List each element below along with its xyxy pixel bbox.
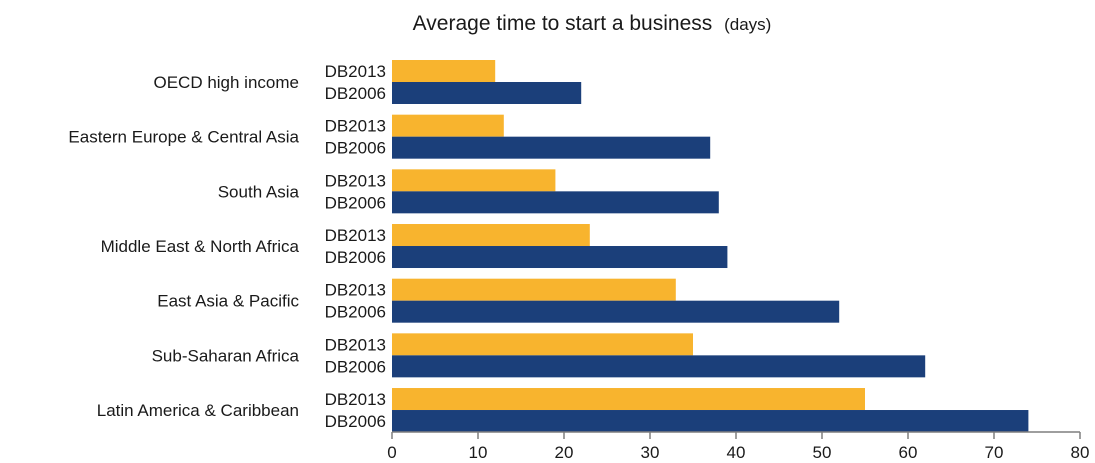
x-tick-label: 20: [555, 443, 574, 462]
bar-db2006-eastern-europe-central-asia: [392, 136, 711, 159]
series-label-db2013: DB2013: [325, 281, 386, 300]
category-label: Middle East & North Africa: [101, 237, 300, 256]
series-label-db2013: DB2013: [325, 171, 386, 190]
series-label-db2013: DB2013: [325, 226, 386, 245]
x-tick-label: 70: [985, 443, 1004, 462]
category-label: OECD high income: [153, 73, 299, 92]
bar-group-sub-saharan-africa: Sub-Saharan Africa DB2013 DB2006: [152, 333, 926, 378]
x-tick-label: 0: [387, 443, 396, 462]
chart-title: Average time to start a business (days): [413, 12, 772, 35]
series-label-db2006: DB2006: [325, 357, 386, 376]
bar-db2013-east-asia-pacific: [392, 278, 676, 301]
bar-db2006-latin-america-caribbean: [392, 410, 1029, 433]
series-label-db2006: DB2006: [325, 303, 386, 322]
bar-db2013-eastern-europe-central-asia: [392, 114, 504, 137]
chart-title-unit: (days): [724, 15, 771, 34]
bar-group-south-asia: South Asia DB2013 DB2006: [218, 169, 719, 214]
bar-db2006-east-asia-pacific: [392, 300, 840, 323]
series-label-db2013: DB2013: [325, 335, 386, 354]
bar-db2013-sub-saharan-africa: [392, 333, 693, 356]
bar-db2006-sub-saharan-africa: [392, 355, 926, 378]
series-label-db2006: DB2006: [325, 139, 386, 158]
bar-db2013-middle-east-north-africa: [392, 224, 590, 247]
x-tick-label: 30: [641, 443, 660, 462]
bar-db2006-middle-east-north-africa: [392, 246, 728, 269]
category-label: East Asia & Pacific: [157, 292, 299, 311]
series-label-db2013: DB2013: [325, 117, 386, 136]
bar-group-middle-east-north-africa: Middle East & North Africa DB2013 DB2006: [101, 224, 728, 269]
bar-db2013-south-asia: [392, 169, 556, 192]
series-label-db2013: DB2013: [325, 390, 386, 409]
bar-db2013-latin-america-caribbean: [392, 388, 865, 411]
bar-db2006-oecd-high-income: [392, 82, 582, 104]
series-label-db2013: DB2013: [325, 62, 386, 81]
x-tick-label: 60: [899, 443, 918, 462]
x-axis: 0 10 20 30 40 50 60 70 80: [387, 431, 1090, 462]
x-tick-label: 80: [1071, 443, 1090, 462]
x-tick-label: 50: [813, 443, 832, 462]
x-tick-label: 40: [727, 443, 746, 462]
category-label: Latin America & Caribbean: [97, 401, 299, 420]
bar-group-east-asia-pacific: East Asia & Pacific DB2013 DB2006: [157, 278, 840, 323]
series-label-db2006: DB2006: [325, 412, 386, 431]
series-label-db2006: DB2006: [325, 248, 386, 267]
bar-db2013-oecd-high-income: [392, 60, 496, 82]
bar-group-eastern-europe-central-asia: Eastern Europe & Central Asia DB2013 DB200…: [68, 114, 711, 159]
series-label-db2006: DB2006: [325, 193, 386, 212]
series-label-db2006: DB2006: [325, 84, 386, 103]
category-label: Sub-Saharan Africa: [152, 346, 300, 365]
bar-db2006-south-asia: [392, 191, 719, 214]
chart-title-main: Average time to start a business: [413, 12, 713, 35]
x-tick-label: 10: [469, 443, 488, 462]
category-label: South Asia: [218, 182, 300, 201]
category-label: Eastern Europe & Central Asia: [68, 128, 299, 147]
bar-group-latin-america-caribbean: Latin America & Caribbean DB2013 DB2006: [97, 388, 1029, 433]
bar-group-oecd-high-income: OECD high income DB2013 DB2006: [153, 60, 582, 104]
